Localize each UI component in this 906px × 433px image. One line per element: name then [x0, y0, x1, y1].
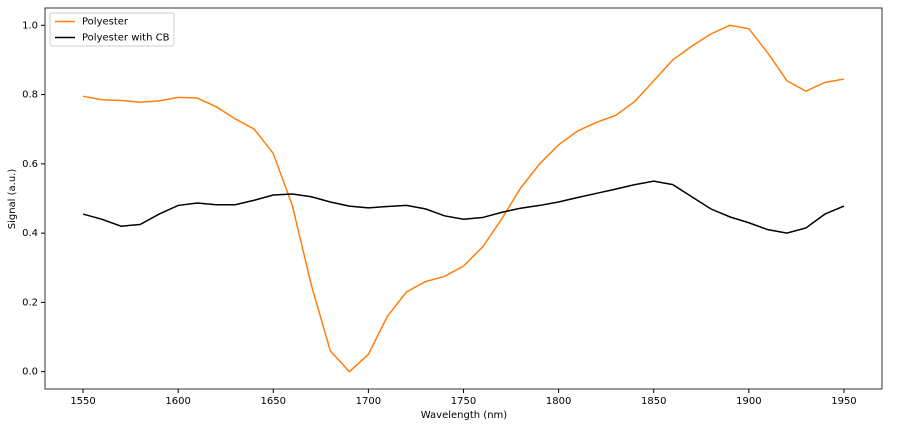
y-tick-label: 0.4	[22, 228, 38, 239]
x-tick-label: 1950	[831, 396, 856, 407]
x-axis-label: Wavelength (nm)	[421, 410, 507, 421]
plot-frame	[44, 7, 883, 390]
x-tick-label: 1700	[356, 396, 381, 407]
x-tick-label: 1600	[165, 396, 190, 407]
y-tick-label: 0.2	[22, 297, 38, 308]
x-tick-label: 1900	[736, 396, 761, 407]
series-line	[82, 24, 845, 373]
x-tick-label: 1650	[261, 396, 286, 407]
y-tick-label: 1.0	[22, 20, 38, 31]
y-tick-label: 0.6	[22, 159, 38, 170]
x-tick-label: 1550	[70, 396, 95, 407]
y-axis-label: Signal (a.u.)	[7, 169, 18, 230]
y-tick-label: 0.8	[22, 90, 38, 101]
legend-box	[49, 12, 175, 47]
series-line	[82, 180, 845, 234]
x-tick-label: 1750	[451, 396, 476, 407]
y-tick-label: 0.0	[22, 367, 38, 378]
x-tick-label: 1850	[641, 396, 666, 407]
x-tick-label: 1800	[546, 396, 571, 407]
legend-label: Polyester	[82, 17, 129, 28]
legend-label: Polyester with CB	[82, 33, 170, 44]
